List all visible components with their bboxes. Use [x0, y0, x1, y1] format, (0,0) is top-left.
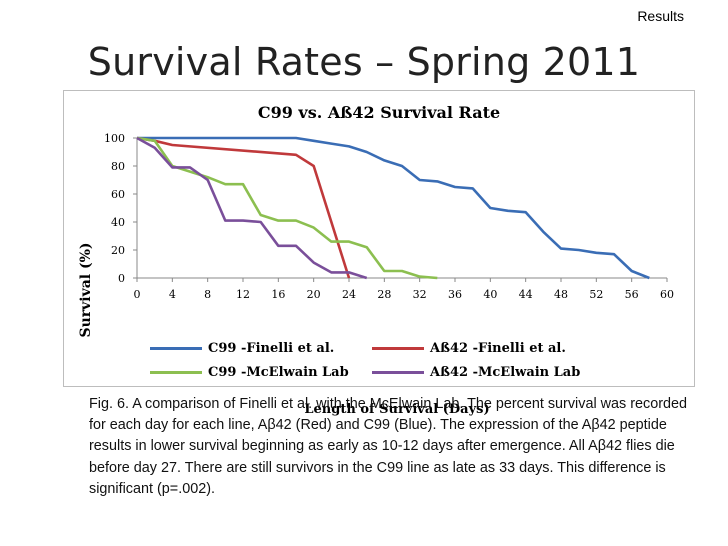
x-tick-label: 8 — [204, 288, 211, 301]
y-tick-label: 80 — [111, 160, 125, 173]
chart-container: 0 20 40 60 80 100 0 4 8 12 16 20 24 28 32 36 40 44 48 52 56 6… — [63, 90, 695, 417]
x-tick-label: 4 — [169, 288, 176, 301]
y-tick-label: 100 — [104, 132, 125, 145]
x-tick-label: 28 — [377, 288, 391, 301]
legend-label-ab42-mcelwain: Aß42 -McElwain Lab — [430, 365, 581, 380]
x-axis-label: Length of Survival (Days) — [304, 402, 490, 417]
x-tick-label: 52 — [589, 288, 603, 301]
results-label: Results — [637, 8, 684, 24]
y-tick-label: 40 — [111, 216, 125, 229]
x-tick-label: 0 — [134, 288, 141, 301]
x-tick-label: 20 — [307, 288, 321, 301]
x-tick-label: 24 — [342, 288, 356, 301]
figure-caption: Fig. 6. A comparison of Finelli et al. w… — [89, 396, 688, 497]
series-line-0 — [137, 136, 650, 280]
y-tick-label: 20 — [111, 244, 125, 257]
legend-swatch-ab42-finelli — [372, 347, 424, 350]
legend-item-c99-finelli: C99 -Finelli et al. — [150, 341, 334, 356]
y-tick-label: 0 — [118, 272, 125, 285]
legend-swatch-c99-mcelwain — [150, 371, 202, 374]
legend-label-c99-finelli: C99 -Finelli et al. — [208, 341, 335, 356]
legend-item-ab42-mcelwain: Aß42 -McElwain Lab — [372, 365, 580, 380]
y-axis-label: Survival (%) — [78, 242, 94, 338]
x-tick-label: 16 — [271, 288, 285, 301]
legend-label-ab42-finelli: Aß42 -Finelli et al. — [430, 341, 566, 356]
legend-item-c99-mcelwain: C99 -McElwain Lab — [150, 365, 349, 380]
x-tick-label: 60 — [660, 288, 674, 301]
series-line-2 — [136, 136, 438, 280]
x-tick-label: 36 — [448, 288, 462, 301]
series-line-3 — [136, 136, 368, 280]
x-tick-label: 48 — [554, 288, 568, 301]
legend-label-c99-mcelwain: C99 -McElwain Lab — [208, 365, 349, 380]
x-tick-label: 32 — [413, 288, 427, 301]
x-tick-label: 12 — [236, 288, 250, 301]
legend-swatch-ab42-mcelwain — [372, 371, 424, 374]
x-tick-label: 56 — [625, 288, 639, 301]
y-tick-label: 60 — [111, 188, 125, 201]
legend-item-ab42-finelli: Aß42 -Finelli et al. — [372, 341, 566, 356]
x-tick-label: 40 — [483, 288, 497, 301]
legend-swatch-c99-finelli — [150, 347, 202, 350]
slide-title: Survival Rates – Spring 2011 — [87, 40, 641, 84]
x-tick-label: 44 — [519, 288, 533, 301]
chart-title: C99 vs. Aß42 Survival Rate — [257, 103, 501, 122]
